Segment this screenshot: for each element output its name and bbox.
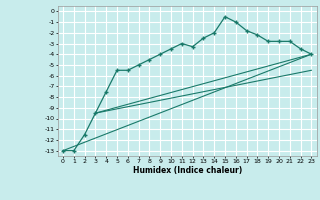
X-axis label: Humidex (Indice chaleur): Humidex (Indice chaleur) — [132, 166, 242, 175]
